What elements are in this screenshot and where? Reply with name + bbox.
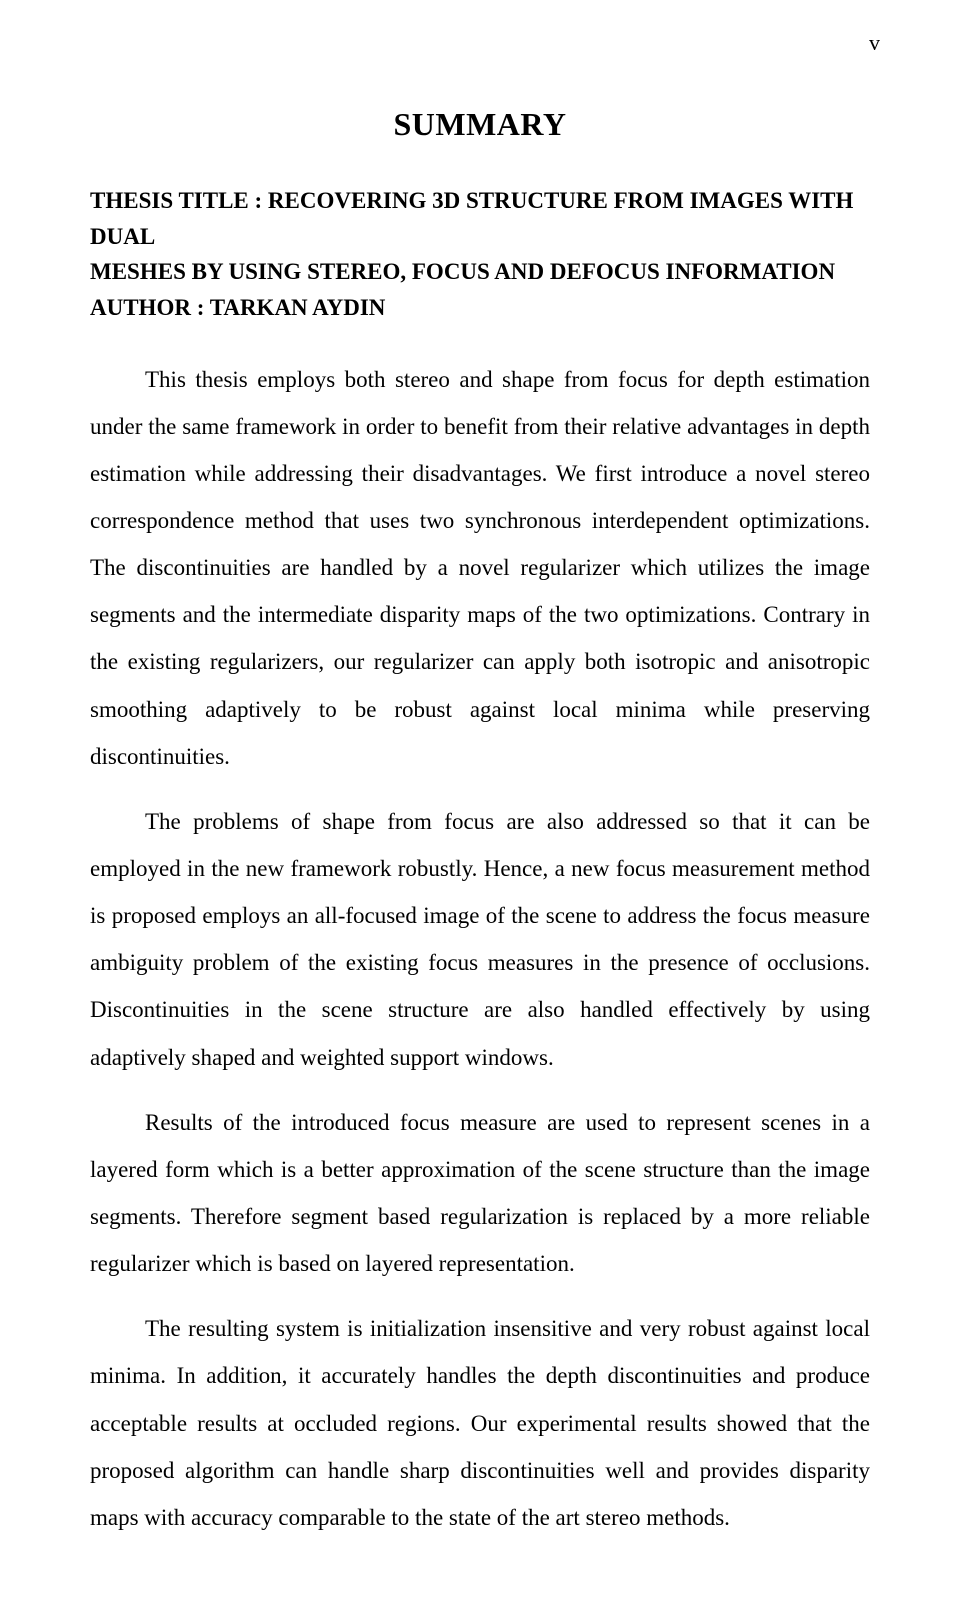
page-number: v (90, 30, 880, 56)
thesis-title-line-2: MESHES BY USING STEREO, FOCUS AND DEFOCU… (90, 254, 870, 290)
author-line: AUTHOR : TARKAN AYDIN (90, 290, 870, 326)
section-title: SUMMARY (90, 106, 870, 143)
paragraph-4: The resulting system is initialization i… (90, 1305, 870, 1541)
paragraph-2: The problems of shape from focus are als… (90, 798, 870, 1081)
paragraph-3: Results of the introduced focus measure … (90, 1099, 870, 1288)
thesis-title-line-1: THESIS TITLE : RECOVERING 3D STRUCTURE F… (90, 183, 870, 254)
paragraph-1: This thesis employs both stereo and shap… (90, 356, 870, 780)
paragraph-1-text: This thesis employs both stereo and shap… (90, 367, 870, 769)
thesis-meta-block: THESIS TITLE : RECOVERING 3D STRUCTURE F… (90, 183, 870, 326)
